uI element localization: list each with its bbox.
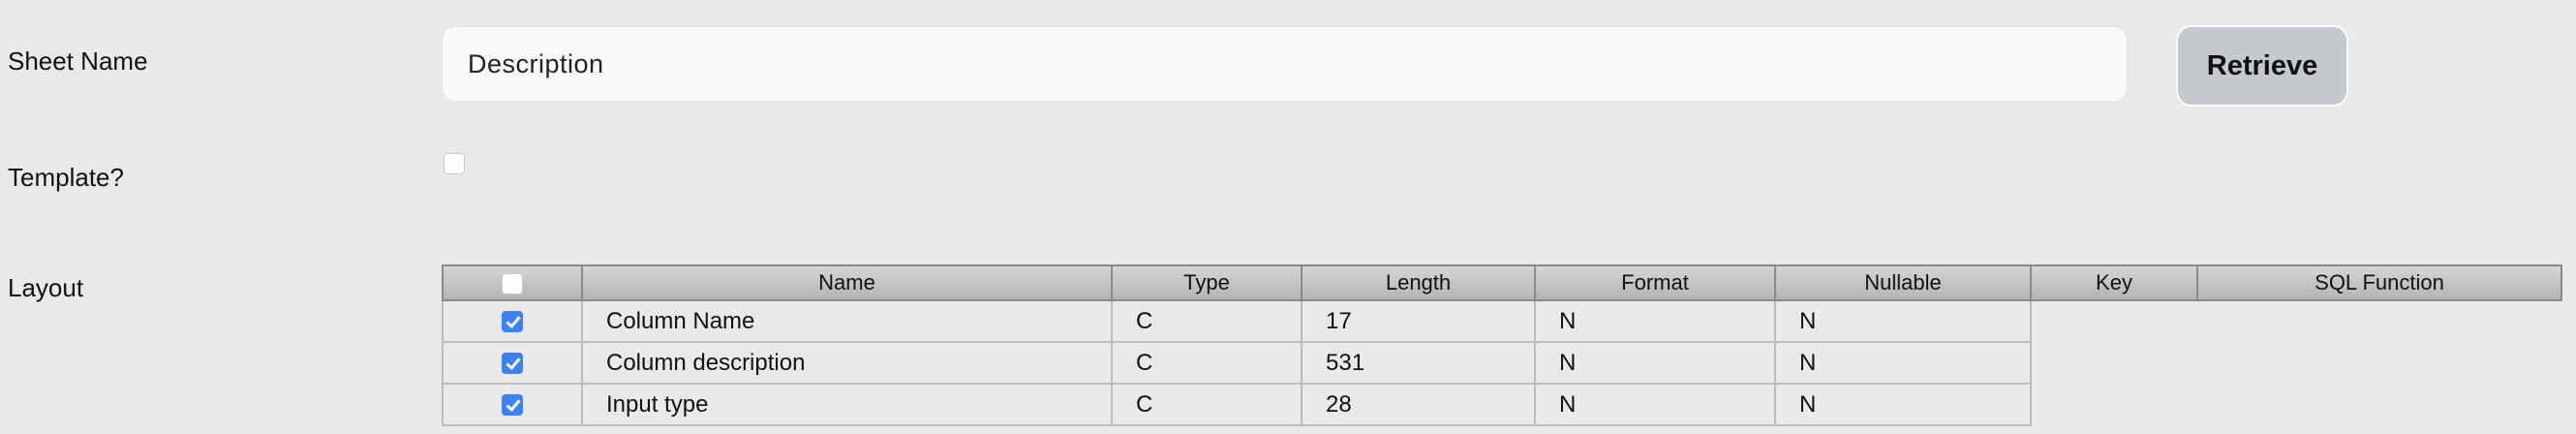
cell-name[interactable]: Input type [581, 383, 1113, 426]
select-all-cell [442, 264, 583, 301]
table-row: Column Name C 17 N N [442, 299, 2561, 343]
cell-type[interactable]: C [1111, 383, 1303, 426]
retrieve-button[interactable]: Retrieve [2176, 25, 2348, 107]
row-checkbox[interactable] [502, 394, 523, 417]
empty-cell [2197, 300, 2561, 342]
layout-table: Name Type Length Format Nullable Key SQL… [442, 264, 2562, 426]
table-header-row: Name Type Length Format Nullable Key SQL… [442, 264, 2562, 301]
template-checkbox[interactable] [444, 153, 465, 174]
cell-type[interactable]: C [1111, 299, 1303, 343]
column-header-key[interactable]: Key [2030, 264, 2198, 301]
layout-label: Layout [8, 273, 84, 302]
empty-cell [2197, 342, 2561, 384]
empty-cell [2031, 342, 2197, 384]
cell-nullable[interactable]: N [1774, 341, 2032, 385]
cell-length[interactable]: 531 [1301, 341, 1536, 385]
cell-format[interactable]: N [1534, 299, 1776, 343]
cell-length[interactable]: 17 [1301, 299, 1536, 343]
cell-nullable[interactable]: N [1774, 383, 2032, 426]
cell-name[interactable]: Column description [581, 341, 1113, 385]
empty-cell [2031, 384, 2197, 425]
column-header-type[interactable]: Type [1111, 264, 1303, 301]
cell-length[interactable]: 28 [1301, 383, 1536, 426]
column-header-name[interactable]: Name [581, 264, 1113, 301]
column-header-sql-function[interactable]: SQL Function [2196, 264, 2562, 301]
cell-name[interactable]: Column Name [581, 299, 1113, 343]
select-all-checkbox[interactable] [502, 273, 523, 295]
cell-type[interactable]: C [1111, 341, 1303, 385]
template-label: Template? [8, 163, 124, 192]
column-header-nullable[interactable]: Nullable [1774, 264, 2032, 301]
empty-cell [2031, 300, 2197, 342]
row-select-cell [442, 383, 583, 426]
cell-nullable[interactable]: N [1774, 299, 2032, 343]
row-checkbox[interactable] [502, 353, 523, 375]
cell-format[interactable]: N [1534, 383, 1776, 426]
column-header-length[interactable]: Length [1301, 264, 1536, 301]
empty-cell [2197, 384, 2561, 425]
row-select-cell [442, 299, 583, 343]
sheet-name-input[interactable] [442, 26, 2128, 102]
cell-format[interactable]: N [1534, 341, 1776, 385]
table-row: Input type C 28 N N [442, 383, 2561, 426]
column-header-format[interactable]: Format [1534, 264, 1776, 301]
table-row: Column description C 531 N N [442, 341, 2561, 385]
sheet-name-label: Sheet Name [8, 46, 148, 76]
row-checkbox[interactable] [502, 311, 523, 333]
row-select-cell [442, 341, 583, 385]
